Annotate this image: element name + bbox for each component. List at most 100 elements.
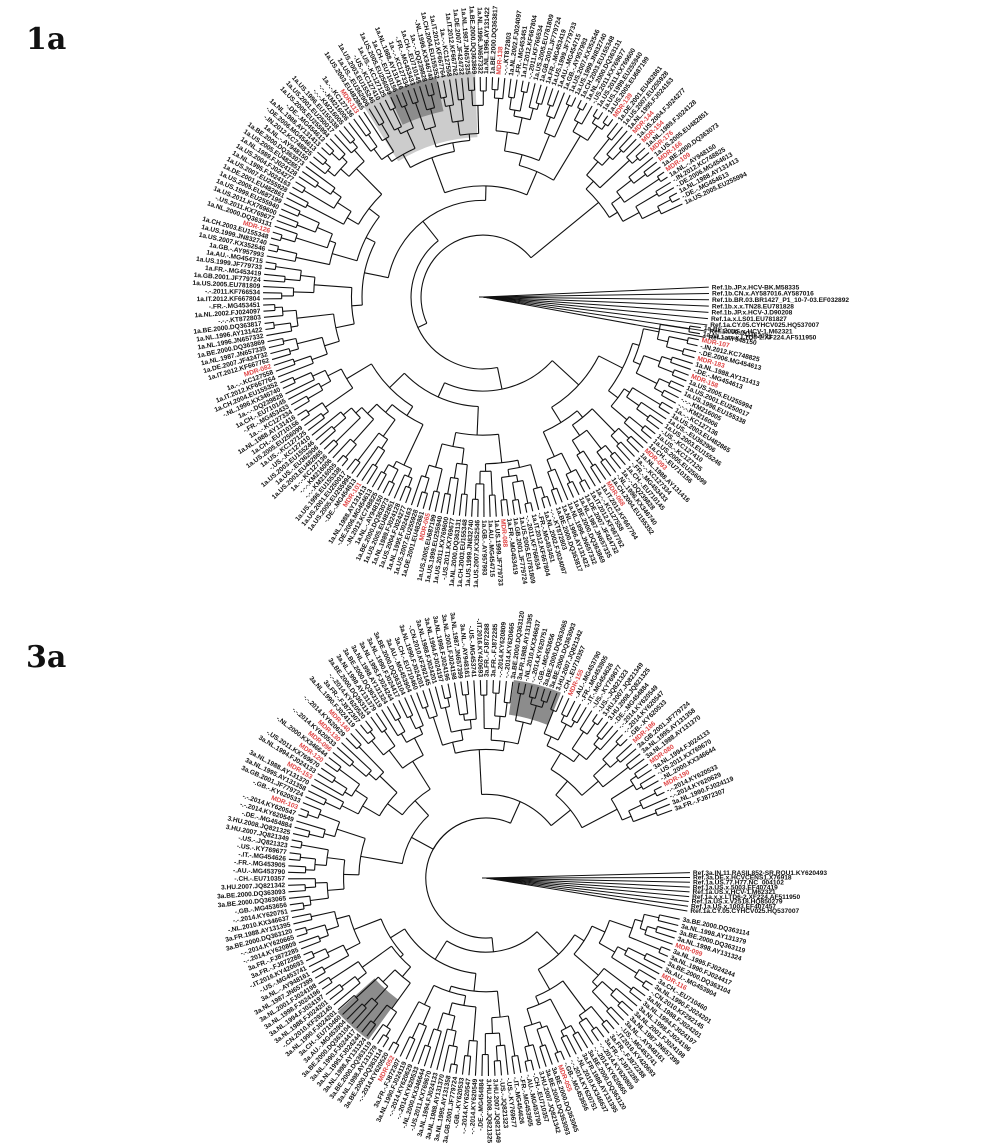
branch-arc bbox=[313, 277, 316, 293]
reference-label: Ref.1a.CY.05.CYHCV025.HQ537007 bbox=[710, 322, 819, 329]
branch-edge bbox=[503, 680, 507, 703]
branch-arc bbox=[600, 458, 606, 463]
branch-edge bbox=[530, 202, 599, 259]
branch-edge bbox=[603, 967, 632, 990]
branch-arc bbox=[624, 947, 629, 955]
branch-arc bbox=[629, 779, 637, 791]
branch-edge bbox=[610, 405, 628, 421]
branch-arc bbox=[370, 363, 413, 407]
branch-arc bbox=[433, 490, 440, 493]
branch-edge bbox=[496, 367, 503, 390]
branch-arc bbox=[496, 1044, 505, 1047]
branch-edge bbox=[419, 726, 424, 735]
branch-edge bbox=[332, 253, 358, 262]
branch-edge bbox=[288, 858, 301, 861]
branch-edge bbox=[530, 697, 533, 705]
branch-edge bbox=[646, 419, 660, 430]
branch-edge bbox=[291, 839, 303, 843]
branch-arc bbox=[635, 155, 641, 161]
branch-arc bbox=[611, 203, 624, 222]
branch-edge bbox=[434, 492, 440, 512]
phylogenetic-tree-1a: Ref.1b.JP.x.HCV-BK.M58335Ref.1b.CN.x.AY5… bbox=[192, 5, 849, 587]
branch-edge bbox=[575, 469, 583, 482]
branch-edge bbox=[327, 888, 345, 891]
branch-edge bbox=[296, 932, 308, 938]
branch-edge bbox=[387, 155, 393, 162]
branch-edge bbox=[267, 337, 283, 343]
branch-edge bbox=[364, 272, 389, 279]
branch-arc bbox=[444, 185, 528, 196]
branch-edge bbox=[513, 110, 516, 117]
branch-edge bbox=[686, 342, 698, 347]
branch-edge bbox=[452, 432, 457, 447]
branch-edge bbox=[270, 348, 290, 355]
branch-edge bbox=[401, 92, 408, 106]
branch-edge bbox=[657, 925, 677, 933]
branch-edge bbox=[633, 360, 641, 365]
branch-edge bbox=[405, 488, 412, 504]
branch-edge bbox=[688, 337, 699, 341]
branch-arc bbox=[404, 372, 479, 408]
branch-edge bbox=[346, 217, 359, 225]
branch-edge bbox=[436, 1028, 448, 1070]
branch-edge bbox=[352, 418, 375, 443]
branch-edge bbox=[329, 988, 344, 1001]
branch-edge bbox=[373, 105, 385, 123]
branch-edge bbox=[356, 1003, 379, 1029]
branch-edge bbox=[310, 784, 344, 803]
branch-edge bbox=[590, 466, 602, 484]
branch-edge bbox=[320, 380, 331, 388]
branch-edge bbox=[602, 766, 629, 788]
branch-arc bbox=[571, 748, 587, 761]
branch-edge bbox=[382, 419, 396, 437]
branch-edge bbox=[498, 434, 503, 463]
branch-edge bbox=[494, 693, 497, 716]
branch-edge bbox=[607, 119, 614, 127]
branch-edge bbox=[430, 95, 436, 108]
branch-edge bbox=[519, 91, 525, 112]
branch-arc bbox=[546, 452, 562, 461]
branch-edge bbox=[395, 94, 403, 108]
branch-arc bbox=[378, 445, 385, 452]
branch-edge bbox=[517, 460, 520, 468]
branch-edge bbox=[383, 464, 390, 474]
branch-arc bbox=[524, 1044, 534, 1048]
branch-edge bbox=[532, 1044, 541, 1069]
branch-edge bbox=[306, 924, 326, 931]
branch-edge bbox=[553, 92, 565, 119]
branch-arc bbox=[665, 336, 670, 348]
branch-edge bbox=[582, 450, 594, 466]
branch-edge bbox=[606, 122, 619, 137]
branch-arc bbox=[444, 696, 451, 700]
branch-edge bbox=[314, 284, 352, 289]
branch-edge bbox=[264, 321, 274, 324]
branch-edge bbox=[303, 189, 335, 209]
branch-arc bbox=[402, 754, 424, 769]
branch-edge bbox=[669, 192, 678, 198]
branch-edge bbox=[391, 469, 399, 483]
branch-edge bbox=[606, 1010, 620, 1026]
database-label: -.-.2011.KF766534 bbox=[205, 288, 260, 296]
branch-edge bbox=[636, 786, 642, 791]
branch-edge bbox=[371, 1024, 384, 1041]
branch-edge bbox=[331, 152, 340, 161]
branch-arc bbox=[307, 831, 311, 838]
branch-arc bbox=[494, 97, 503, 100]
branch-arc bbox=[321, 337, 328, 355]
branch-edge bbox=[381, 709, 399, 736]
reference-label: Ref.3a.DE.x.HCVCENS1.X76918 bbox=[693, 875, 792, 882]
branch-edge bbox=[473, 77, 476, 91]
branch-edge bbox=[353, 918, 382, 931]
branch-edge bbox=[358, 115, 372, 134]
branch-edge bbox=[265, 261, 277, 265]
branch-edge bbox=[550, 692, 558, 710]
branch-edge bbox=[423, 985, 435, 1005]
branch-edge bbox=[397, 128, 402, 134]
branch-edge bbox=[406, 406, 414, 416]
branch-edge bbox=[416, 491, 423, 508]
reference-label: Ref.1b.x.x.TN28.EU781828 bbox=[712, 303, 794, 310]
branch-edge bbox=[601, 156, 611, 166]
branch-edge bbox=[280, 376, 294, 384]
branch-edge bbox=[431, 157, 446, 193]
branch-arc bbox=[397, 731, 406, 737]
